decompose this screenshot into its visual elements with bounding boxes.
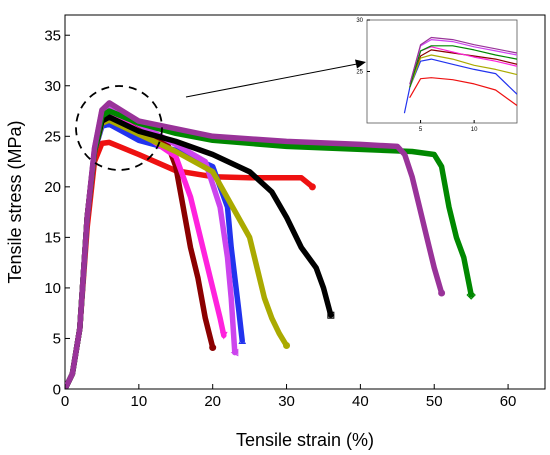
zoom-arrow-head	[355, 59, 366, 69]
series-line-8	[65, 108, 474, 389]
series-end-marker-2	[209, 344, 217, 352]
zoom-region-circle	[75, 85, 163, 171]
series-line-6	[409, 54, 517, 88]
y-tick-label: 20	[44, 179, 61, 196]
y-tick-label: 30	[44, 78, 61, 95]
x-tick-label: 50	[426, 393, 443, 410]
series-line-8	[409, 36, 517, 85]
x-tick-label: 30	[278, 393, 295, 410]
x-tick-label: 5	[419, 127, 423, 133]
y-tick-label: 30	[356, 18, 363, 24]
series-line-2	[409, 49, 517, 88]
y-tick-label: 25	[356, 70, 363, 76]
x-axis-title: Tensile strain (%)	[236, 430, 374, 450]
plot-area-frame	[64, 14, 546, 390]
series-end-marker-8	[466, 290, 476, 300]
x-tick-label: 10	[131, 393, 148, 410]
series-end-marker-6	[283, 342, 291, 350]
series-end-marker-3	[238, 336, 247, 344]
series-line-1	[409, 77, 517, 107]
inset-series-group	[403, 36, 517, 114]
x-tick-label: 60	[500, 393, 517, 410]
series-end-marker-4	[219, 331, 228, 340]
x-tick-label: 40	[352, 393, 369, 410]
y-tick-label: 5	[53, 331, 61, 348]
main-series-group	[65, 100, 476, 389]
series-end-marker-9	[438, 289, 446, 297]
inset-frame	[366, 19, 518, 124]
series-line-1	[65, 139, 316, 389]
y-tick-label: 15	[44, 230, 61, 247]
y-tick-label: 25	[44, 129, 61, 146]
x-tick-label: 20	[204, 393, 221, 410]
y-tick-label: 10	[44, 280, 61, 297]
main-axes-group: 0 10 20 30 40 50 60 0 5 10 15 20 25 30 35	[44, 27, 516, 410]
x-tick-label: 0	[61, 393, 69, 410]
series-line-5	[65, 102, 238, 389]
y-axis-title: Tensile stress (MPa)	[5, 120, 25, 283]
y-tick-label: 35	[44, 27, 61, 44]
series-end-marker-5	[230, 348, 239, 357]
y-tick-label: 0	[53, 381, 61, 398]
series-end-marker-7	[327, 311, 335, 319]
series-end-marker-1	[308, 183, 316, 191]
series-line-4	[65, 109, 227, 389]
x-tick-label: 10	[471, 127, 478, 133]
inset-axes-group: 5 10 25 30	[356, 18, 478, 133]
zoom-arrow-line	[185, 63, 358, 98]
series-line-7	[409, 45, 517, 88]
series-line-9	[65, 100, 445, 389]
